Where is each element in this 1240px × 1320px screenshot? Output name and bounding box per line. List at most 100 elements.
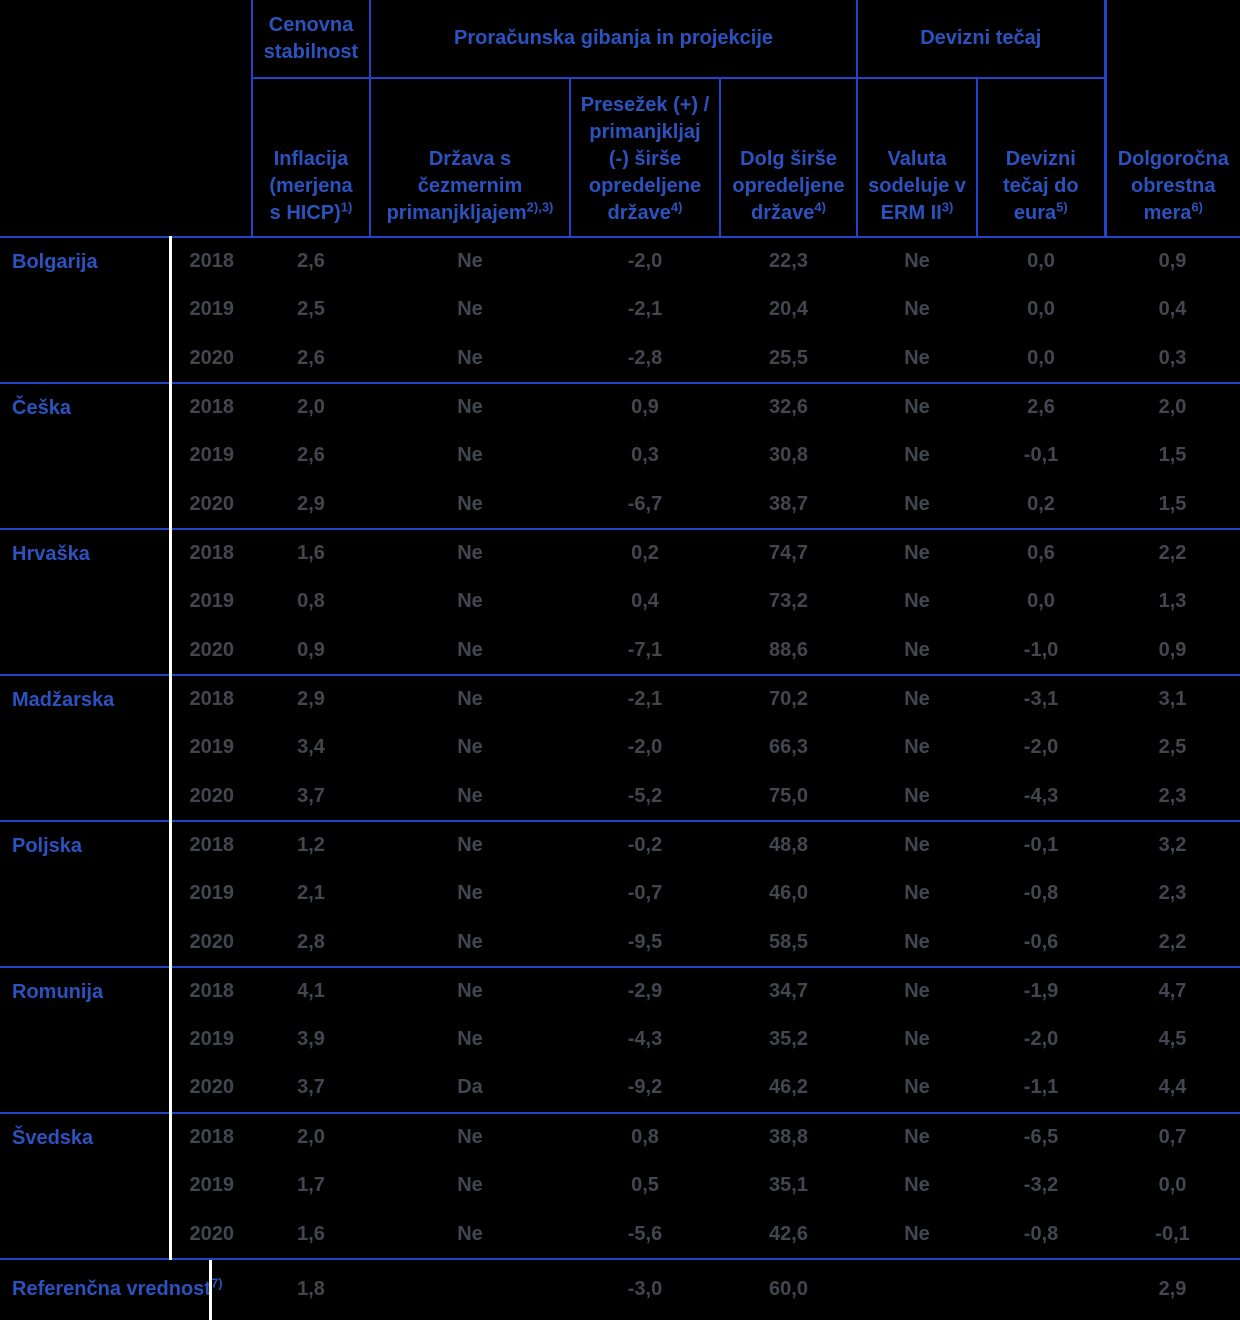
value-cell: Ne xyxy=(904,542,930,565)
value-cell: 0,0 xyxy=(977,334,1106,384)
value-cell: 0,3 xyxy=(631,444,659,467)
value-cell: 25,5 xyxy=(720,334,858,384)
value-cell: Ne xyxy=(904,1126,930,1149)
value-cell: Ne xyxy=(904,1028,930,1051)
table-row: 2020 0,9 Ne -7,1 88,6 Ne -1,0 0,9 xyxy=(0,626,1240,676)
table-row: Poljska 2018 1,2 Ne -0,2 48,8 Ne -0,1 3,2 xyxy=(0,820,1240,968)
reference-value-cell: 60,0 xyxy=(769,1278,808,1301)
table-row: 2019 1,7 Ne 0,5 35,1 Ne -3,2 0,0 xyxy=(0,1161,1240,1210)
group-header-fiscal: Proračunska gibanja in projekcije xyxy=(370,0,859,79)
value-cell: -0,2 xyxy=(627,834,663,857)
column-header-exchange-rate-vs-euro: Devizni tečaj do eura5) xyxy=(977,78,1107,238)
value-cell: Ne xyxy=(857,1064,978,1114)
value-cell: 3,4 xyxy=(297,736,325,759)
value-cell: Ne xyxy=(457,1126,483,1149)
table-row: 2019 2,5 Ne -2,1 20,4 Ne 0,0 0,4 xyxy=(0,286,1240,335)
year-cell: 2019 xyxy=(189,736,235,759)
value-cell: 0,9 xyxy=(631,396,659,419)
table-row: Romunija 2018 4,1 Ne -2,9 34,7 Ne -1,9 4,7 xyxy=(0,966,1240,1114)
footnote-marker: 3) xyxy=(941,199,954,215)
value-cell: 0,2 xyxy=(631,542,659,565)
value-cell: 0,9 xyxy=(1158,250,1187,273)
reference-divider xyxy=(209,1259,212,1320)
value-cell: 1,5 xyxy=(1105,480,1240,530)
reference-value-cell: -3,0 xyxy=(627,1278,663,1301)
value-cell: Ne xyxy=(857,480,978,530)
value-cell: 32,6 xyxy=(769,396,808,419)
column-header-government-debt: Dolg širše opredeljene države4) xyxy=(720,78,859,238)
table-row: Bolgarija 2018 2,6 Ne -2,0 22,3 Ne 0,0 0,9 xyxy=(0,237,1240,384)
country-label: Poljska xyxy=(0,820,172,968)
value-cell: 22,3 xyxy=(769,250,808,273)
reference-value-cell xyxy=(857,1259,977,1320)
value-cell: 0,4 xyxy=(631,590,659,613)
group-header-label: Devizni tečaj xyxy=(920,27,1042,49)
value-cell: -1,9 xyxy=(1023,980,1059,1003)
value-cell: 2,2 xyxy=(1105,918,1240,968)
year-cell: 2020 xyxy=(170,334,252,384)
year-cell: 2018 xyxy=(189,834,235,857)
value-cell: 35,1 xyxy=(769,1174,808,1197)
value-cell: -6,7 xyxy=(570,480,720,530)
reference-value-cell: 1,8 xyxy=(297,1278,325,1301)
value-cell: Ne xyxy=(370,918,570,968)
year-cell: 2019 xyxy=(189,298,235,321)
value-cell: -2,8 xyxy=(570,334,720,384)
value-cell: 2,6 xyxy=(297,444,325,467)
reference-row: Referenčna vrednost7) 1,8 -3,0 60,0 2,9 xyxy=(0,1259,1240,1320)
year-cell: 2018 xyxy=(189,980,235,1003)
value-cell: Ne xyxy=(457,980,483,1003)
year-cell: 2018 xyxy=(189,396,235,419)
value-cell: Ne xyxy=(904,396,930,419)
column-header-long-term-interest-rate: Dolgoročna obrestna mera6) xyxy=(1103,0,1240,238)
footnote-marker: 1) xyxy=(340,199,353,215)
value-cell: -0,8 xyxy=(1023,882,1059,905)
value-cell: 0,2 xyxy=(977,480,1106,530)
value-cell: Ne xyxy=(457,736,483,759)
value-cell: 66,3 xyxy=(769,736,808,759)
group-header-label: Proračunska gibanja in projekcije xyxy=(454,27,774,49)
value-cell: 2,0 xyxy=(297,396,325,419)
footnote-marker: 6) xyxy=(1191,199,1203,215)
year-cell: 2020 xyxy=(170,480,252,530)
value-cell: 4,1 xyxy=(297,980,325,1003)
value-cell: 75,0 xyxy=(720,772,858,822)
value-cell: 38,8 xyxy=(769,1126,808,1149)
value-cell: 70,2 xyxy=(769,688,808,711)
year-cell: 2019 xyxy=(189,882,235,905)
value-cell: 2,9 xyxy=(297,688,325,711)
value-cell: 0,0 xyxy=(1027,298,1055,321)
value-cell: Ne xyxy=(370,1210,570,1260)
value-cell: 2,3 xyxy=(1158,882,1187,905)
value-cell: Ne xyxy=(857,626,978,676)
country-label: Hrvaška xyxy=(0,528,172,676)
year-cell: 2019 xyxy=(189,590,235,613)
value-cell: Ne xyxy=(904,980,930,1003)
value-cell: 46,2 xyxy=(720,1064,858,1114)
reference-label: Referenčna vrednost xyxy=(12,1278,211,1301)
table-row: 2020 1,6 Ne -5,6 42,6 Ne -0,8 -0,1 xyxy=(0,1210,1240,1260)
reference-section: Referenčna vrednost7) 1,8 -3,0 60,0 2,9 xyxy=(0,1259,1240,1320)
country-label: Češka xyxy=(0,382,172,530)
reference-value-cell: 2,9 xyxy=(1158,1278,1187,1301)
value-cell: 0,0 xyxy=(1027,590,1055,613)
value-cell: 0,8 xyxy=(297,590,325,613)
value-cell: 4,5 xyxy=(1158,1028,1187,1051)
value-cell: 1,7 xyxy=(297,1174,325,1197)
group-header-exchange-rate: Devizni tečaj xyxy=(857,0,1107,79)
value-cell: -2,1 xyxy=(627,688,663,711)
value-cell: -2,0 xyxy=(627,250,663,273)
reference-value-cell xyxy=(977,1259,1105,1320)
value-cell: 0,4 xyxy=(1158,298,1187,321)
value-cell: 0,6 xyxy=(1027,542,1055,565)
value-cell: 3,1 xyxy=(1158,688,1187,711)
column-header-label: Država s čezmernim primanjkljajem xyxy=(386,148,527,224)
value-cell: Ne xyxy=(457,396,483,419)
value-cell: 35,2 xyxy=(769,1028,808,1051)
value-cell: 1,5 xyxy=(1158,444,1187,467)
value-cell: -7,1 xyxy=(570,626,720,676)
footnote-marker: 4) xyxy=(814,199,826,215)
value-cell: Ne xyxy=(457,444,483,467)
value-cell: Ne xyxy=(457,1174,483,1197)
